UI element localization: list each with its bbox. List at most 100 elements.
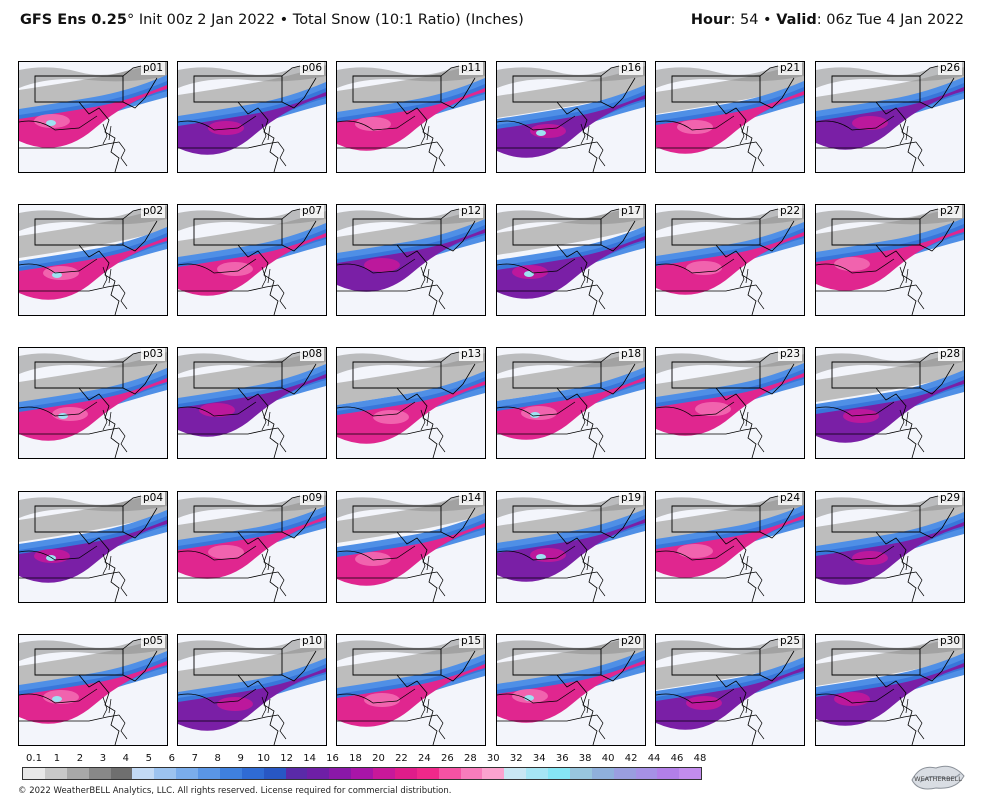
scale-swatch: [679, 768, 702, 779]
ensemble-member-panel: p02: [18, 204, 168, 316]
scale-bar: [22, 767, 702, 780]
scale-tick-label: 14: [303, 753, 316, 764]
scale-swatch: [438, 768, 461, 779]
scale-swatch: [351, 768, 373, 779]
member-label: p02: [140, 205, 165, 218]
copyright-notice: © 2022 WeatherBELL Analytics, LLC. All r…: [18, 786, 452, 796]
scale-tick-label: 24: [418, 753, 431, 764]
ensemble-member-panel: p23: [655, 347, 805, 459]
snowfall-map: [656, 62, 804, 172]
scale-swatch: [373, 768, 395, 779]
member-label: p14: [458, 492, 483, 505]
scale-tick-label: 12: [280, 753, 293, 764]
scale-tick-label: 32: [509, 753, 523, 764]
snowfall-map: [337, 205, 485, 315]
member-label: p23: [777, 348, 802, 361]
snowfall-map: [497, 62, 645, 172]
member-label: p04: [140, 492, 165, 505]
snowfall-map: [497, 635, 645, 745]
scale-swatch: [329, 768, 352, 779]
ensemble-member-panel: p08: [177, 347, 327, 459]
snowfall-map: [178, 348, 326, 458]
member-label: p06: [299, 62, 324, 75]
scale-tick-label: 30: [486, 753, 500, 764]
scale-tick-label: 6: [168, 753, 175, 764]
ensemble-member-panel: p13: [336, 347, 486, 459]
scale-tick-label: 2: [76, 753, 84, 764]
ensemble-member-panel: p12: [336, 204, 486, 316]
scale-tick-label: 16: [326, 753, 339, 764]
ensemble-member-panel: p20: [496, 634, 646, 746]
member-label: p07: [299, 205, 324, 218]
scale-tick-label: 48: [693, 753, 707, 764]
init-time: Init 00z 2 Jan 2022: [138, 12, 276, 28]
ensemble-member-panel: p17: [496, 204, 646, 316]
member-label: p29: [937, 492, 962, 505]
scale-tick-label: 36: [555, 753, 569, 764]
valid-value: : 06z Tue 4 Jan 2022: [816, 12, 964, 28]
ensemble-member-panel: p01: [18, 61, 168, 173]
scale-swatch: [307, 768, 330, 779]
snowfall-map: [816, 348, 964, 458]
member-label: p25: [777, 635, 802, 648]
snowfall-map: [178, 62, 326, 172]
snowfall-map: [337, 62, 485, 172]
member-label: p28: [937, 348, 962, 361]
scale-swatch: [657, 768, 680, 779]
scale-tick-label: 46: [670, 753, 684, 764]
member-label: p15: [458, 635, 483, 648]
member-label: p18: [618, 348, 643, 361]
member-label: p19: [618, 492, 643, 505]
ensemble-member-panel: p21: [655, 61, 805, 173]
map-title: GFS Ens 0.25° Init 00z 2 Jan 2022 • Tota…: [20, 12, 524, 28]
scale-tick-label: 7: [191, 753, 198, 764]
scale-tick-label: 10: [257, 753, 271, 764]
member-label: p13: [458, 348, 483, 361]
ensemble-member-panel: p27: [815, 204, 965, 316]
snowfall-map: [19, 62, 167, 172]
degree-mark: °: [126, 12, 135, 28]
snowfall-map: [19, 348, 167, 458]
snowfall-map: [816, 492, 964, 602]
scale-swatch: [635, 768, 658, 779]
member-label: p16: [618, 62, 643, 75]
scale-swatch: [154, 768, 177, 779]
ensemble-member-panel: p30: [815, 634, 965, 746]
ensemble-member-panel: p11: [336, 61, 486, 173]
scale-swatch: [176, 768, 198, 779]
scale-tick-label: 18: [349, 753, 362, 764]
snowfall-map: [497, 492, 645, 602]
ensemble-member-panel: p10: [177, 634, 327, 746]
snowfall-map: [656, 635, 804, 745]
snowfall-map: [19, 492, 167, 602]
separator: •: [279, 12, 289, 28]
ensemble-member-panel: p29: [815, 491, 965, 603]
ensemble-member-panel: p25: [655, 634, 805, 746]
scale-swatch: [504, 768, 527, 779]
scale-tick-label: 3: [99, 753, 107, 764]
hour-label: Hour: [690, 12, 731, 28]
snowfall-map: [656, 348, 804, 458]
ensemble-member-panel: p16: [496, 61, 646, 173]
member-label: p11: [458, 62, 483, 75]
scale-tick-label: 1: [53, 753, 61, 764]
snowfall-map: [178, 205, 326, 315]
member-label: p30: [937, 635, 962, 648]
ensemble-member-panel: p15: [336, 634, 486, 746]
logo-text: WEATHERBELL: [914, 775, 962, 783]
snowfall-map: [497, 205, 645, 315]
member-label: p24: [777, 492, 802, 505]
product-name: Total Snow (10:1 Ratio) (Inches): [292, 12, 524, 28]
scale-tick-label: 5: [145, 753, 152, 764]
ensemble-member-panel: p06: [177, 61, 327, 173]
scale-swatch: [482, 768, 505, 779]
ensemble-member-panel: p14: [336, 491, 486, 603]
scale-tick-label: 8: [214, 753, 221, 764]
model-name: GFS Ens 0.25: [20, 12, 127, 28]
member-label: p12: [458, 205, 483, 218]
ensemble-member-panel: p22: [655, 204, 805, 316]
scale-tick-label: 26: [441, 753, 454, 764]
member-label: p26: [937, 62, 962, 75]
member-label: p01: [140, 62, 165, 75]
separator-2: •: [763, 12, 772, 28]
